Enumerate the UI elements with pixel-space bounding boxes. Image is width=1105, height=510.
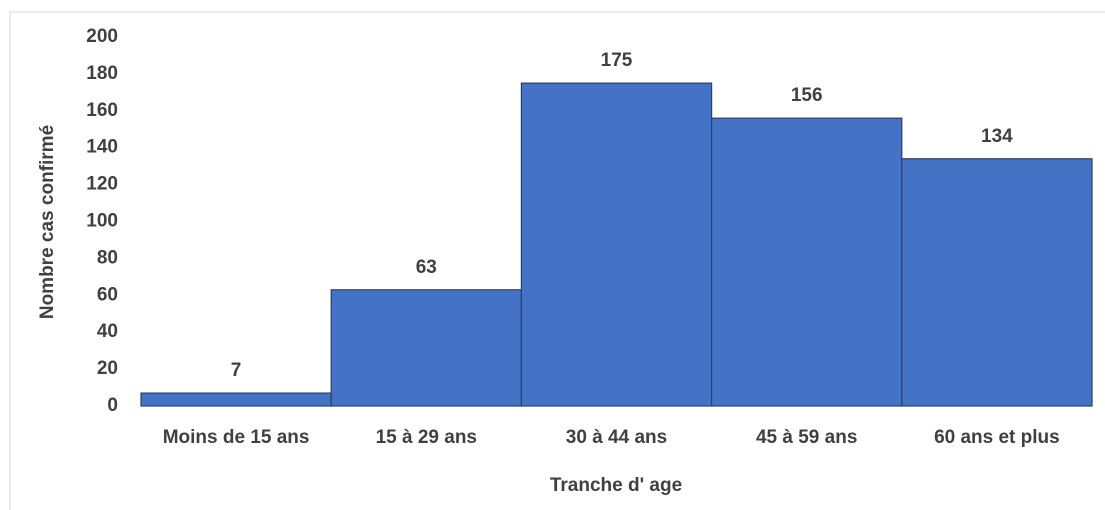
data-label: 134 [981,126,1013,147]
bar [330,289,523,407]
y-tick-label: 180 [86,63,118,84]
y-tick-label: 100 [86,211,118,232]
x-tick-label: 15 à 29 ans [376,427,477,448]
y-tick-label: 120 [86,174,118,195]
y-axis-label: Nombre cas confirmé [37,125,58,319]
y-tick-label: 20 [97,358,118,379]
bar [520,82,713,407]
x-axis-label: Tranche d' age [550,475,682,496]
y-tick-label: 60 [97,284,118,305]
data-label: 63 [416,257,437,278]
y-tick-label: 160 [86,100,118,121]
x-tick-label: Moins de 15 ans [163,427,310,448]
y-tick-label: 40 [97,321,118,342]
y-tick-label: 140 [86,137,118,158]
y-tick-label: 0 [107,395,118,416]
data-label: 7 [231,360,242,381]
x-tick-label: 45 à 59 ans [756,427,857,448]
y-tick-label: 200 [86,26,118,47]
bar [901,158,1093,407]
y-tick-label: 80 [97,247,118,268]
bar [710,117,903,407]
chart-frame [9,11,1105,510]
x-tick-label: 60 ans et plus [934,427,1060,448]
data-label: 175 [601,50,633,71]
bar [140,392,332,407]
data-label: 156 [791,85,823,106]
x-tick-label: 30 à 44 ans [566,427,667,448]
